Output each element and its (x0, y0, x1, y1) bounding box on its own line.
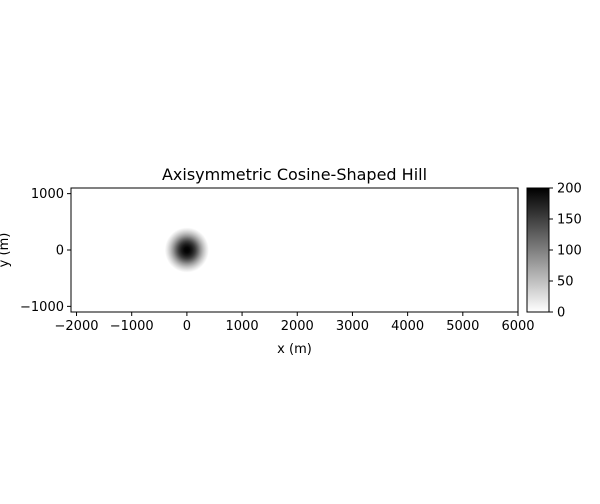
hill-mark (164, 227, 209, 273)
x-tick-label: 6000 (501, 319, 534, 334)
colorbar-tick-label: 150 (557, 213, 582, 228)
x-tick-label: 5000 (446, 319, 479, 334)
y-tick-label: 1000 (31, 187, 64, 202)
x-tick-label: 2000 (281, 319, 314, 334)
colorbar-tick-label: 50 (557, 275, 574, 290)
x-tick-label: 3000 (336, 319, 369, 334)
x-tick-label: 1000 (226, 319, 259, 334)
colorbar: 0 50 100 150 200 (526, 182, 582, 321)
colorbar-tick-label: 200 (557, 182, 582, 197)
colorbar-gradient (527, 188, 549, 312)
x-axis-label: x (m) (277, 342, 312, 357)
plot-area (70, 187, 519, 313)
colorbar-tick-label: 0 (557, 306, 565, 321)
chart-title: Axisymmetric Cosine-Shaped Hill (162, 165, 427, 184)
y-axis-label: y (m) (0, 233, 12, 268)
colorbar-tick-label: 100 (557, 244, 582, 259)
y-tick-label: −1000 (20, 300, 64, 315)
x-tick-label: 0 (183, 319, 191, 334)
y-tick-label: 0 (56, 244, 64, 259)
x-tick-label: −1000 (110, 319, 154, 334)
x-tick-label: 4000 (391, 319, 424, 334)
plot-background (71, 188, 518, 312)
x-tick-label: −2000 (55, 319, 99, 334)
